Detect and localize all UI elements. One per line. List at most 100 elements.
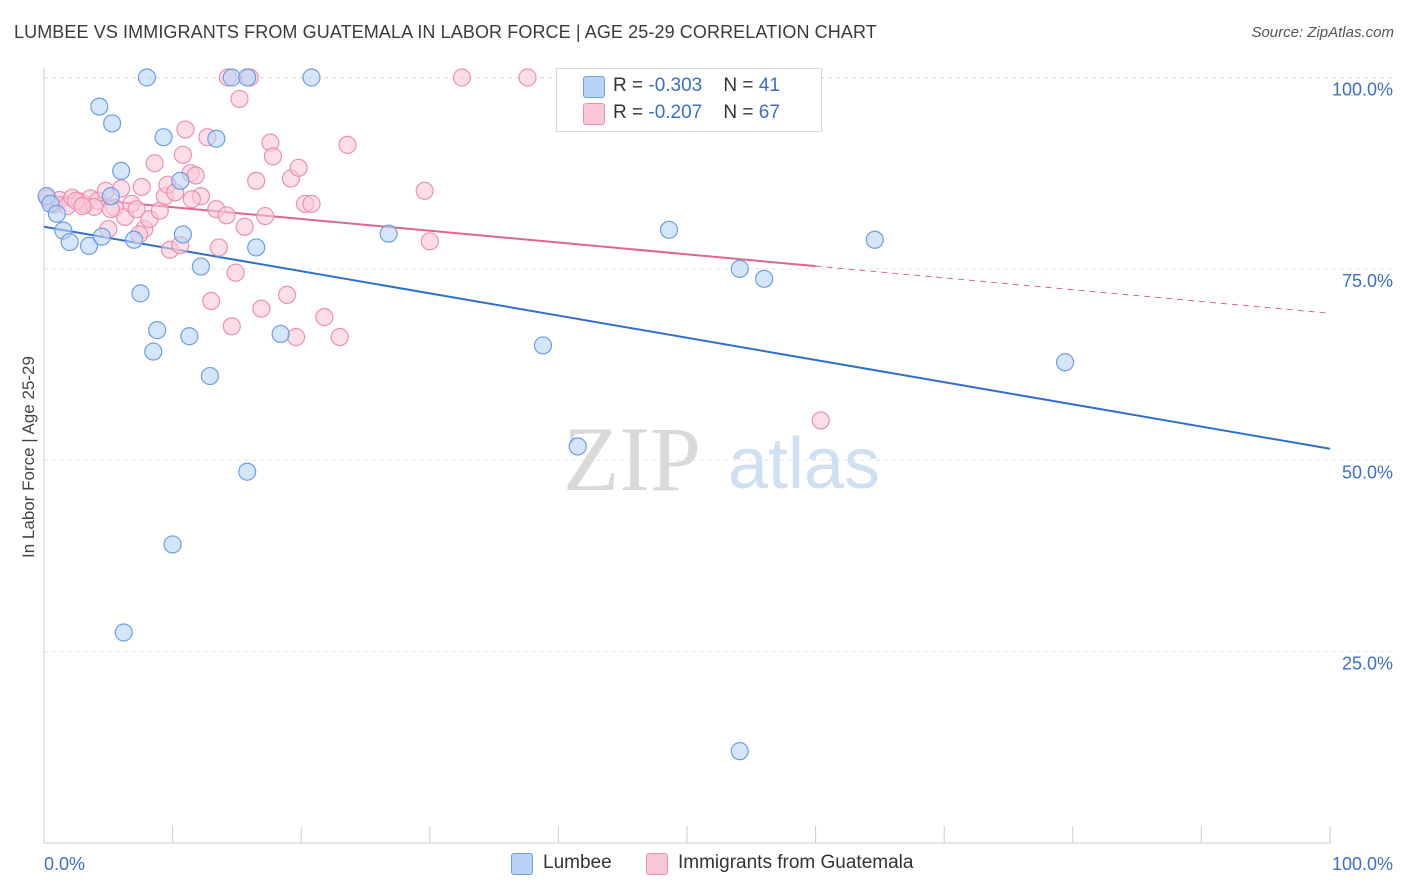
lumbee-point [112, 161, 131, 180]
watermark: ZIP atlas [563, 408, 880, 510]
guatemala-point [302, 194, 321, 213]
grid [44, 77, 1393, 653]
lumbee-point [103, 114, 122, 133]
lumbee-point [238, 462, 257, 481]
chart-title: LUMBEE VS IMMIGRANTS FROM GUATEMALA IN L… [14, 22, 877, 42]
lumbee-point [730, 259, 749, 278]
guatemala-point [277, 285, 297, 305]
guatemala-point [145, 154, 164, 173]
guatemala-point [518, 68, 537, 87]
lumbee-point [568, 437, 587, 456]
guatemala-point [186, 166, 205, 185]
lumbee-point [238, 68, 257, 87]
lumbee-point [271, 324, 290, 344]
lumbee-point [148, 321, 167, 340]
lumbee-point [90, 97, 109, 116]
stats-legend: R = -0.303 N = 41 R = -0.207 N = 67 [556, 68, 822, 132]
guatemala-point [315, 308, 334, 327]
lumbee-point [154, 128, 173, 147]
y-tick-label: 25.0% [1342, 654, 1393, 674]
lumbee-point [137, 68, 156, 87]
y-tick-label: 50.0% [1342, 462, 1393, 482]
lumbee-point [865, 230, 884, 249]
source-label: Source: ZipAtlas.com [1251, 24, 1394, 41]
guatemala-point [256, 206, 275, 226]
lumbee-legend-label: Lumbee [543, 852, 612, 873]
guatemala-point [222, 317, 241, 336]
legend-n-value: 67 [758, 102, 780, 123]
lumbee-point [171, 171, 190, 190]
trend-line-guatemala-dashed [815, 265, 1331, 314]
guatemala-point [132, 177, 151, 197]
guatemala-point [415, 181, 434, 200]
guatemala-point [173, 145, 192, 164]
guatemala-point [289, 158, 308, 177]
lumbee-point [60, 232, 79, 252]
guatemala-point [338, 135, 357, 154]
guatemala-point [263, 147, 283, 166]
guatemala-point [226, 263, 245, 282]
lumbee-point [222, 68, 241, 87]
lumbee-swatch [583, 76, 605, 98]
lumbee-point [124, 230, 144, 249]
trend-line-guatemala [43, 194, 816, 268]
lumbee-point [191, 257, 210, 276]
lumbee-point [92, 227, 111, 246]
guatemala-point [330, 327, 349, 347]
guatemala-point [182, 190, 201, 209]
lumbee-point [302, 68, 321, 87]
lumbee-point [379, 224, 398, 243]
guatemala-swatch [583, 103, 605, 125]
lumbee-legend-swatch [511, 853, 533, 875]
lumbee-point [180, 327, 199, 346]
guatemala-point [252, 299, 271, 318]
y-tick-label: 100.0% [1332, 80, 1393, 100]
x-tick-label: 0.0% [44, 854, 85, 874]
guatemala-point [230, 89, 249, 109]
lumbee-point [47, 204, 66, 223]
trend-line-lumbee [43, 225, 1331, 450]
lumbee-point [755, 269, 774, 288]
guatemala-point [235, 217, 254, 236]
guatemala-point [127, 200, 146, 219]
watermark-zip: ZIP [563, 408, 701, 510]
tick-labels: 25.0% 50.0% 75.0% 100.0% 0.0% 100.0% [44, 80, 1393, 875]
legend-r-label: R = [613, 102, 649, 123]
guatemala-point [73, 197, 92, 216]
watermark-atlas: atlas [728, 424, 880, 504]
x-tick-label: 100.0% [1332, 854, 1393, 874]
lumbee-point [730, 742, 749, 761]
legend-n-label: N = [723, 102, 759, 123]
legend-r-value: -0.303 [648, 75, 703, 96]
guatemala-point [286, 327, 306, 347]
guatemala-point [202, 291, 221, 311]
lumbee-point [163, 535, 182, 554]
lumbee-point [533, 336, 553, 355]
lumbee-point [131, 284, 150, 303]
guatemala-point [452, 68, 472, 87]
lumbee-point [144, 342, 163, 361]
guatemala-point [247, 171, 266, 190]
guatemala-point [811, 411, 830, 430]
y-tick-label: 75.0% [1342, 271, 1393, 291]
lumbee-point [101, 187, 120, 206]
guatemala-point [420, 232, 439, 251]
lumbee-point [207, 129, 226, 148]
guatemala-point [217, 206, 236, 225]
legend-r-label: R = [613, 75, 649, 96]
guatemala-point [176, 120, 195, 139]
legend-n-label: N = [723, 75, 759, 96]
lumbee-point [79, 236, 99, 256]
lumbee-point [200, 366, 219, 386]
data-points [37, 68, 1075, 761]
lumbee-point [659, 220, 679, 239]
trend-lines [43, 194, 1331, 450]
lumbee-point [1055, 353, 1075, 372]
legend-n-value: 41 [758, 75, 780, 96]
legend-r-value: -0.207 [648, 102, 703, 123]
lumbee-point [247, 238, 266, 257]
lumbee-point [114, 623, 133, 642]
guatemala-point [209, 238, 228, 257]
guatemala-legend-label: Immigrants from Guatemala [678, 852, 914, 873]
